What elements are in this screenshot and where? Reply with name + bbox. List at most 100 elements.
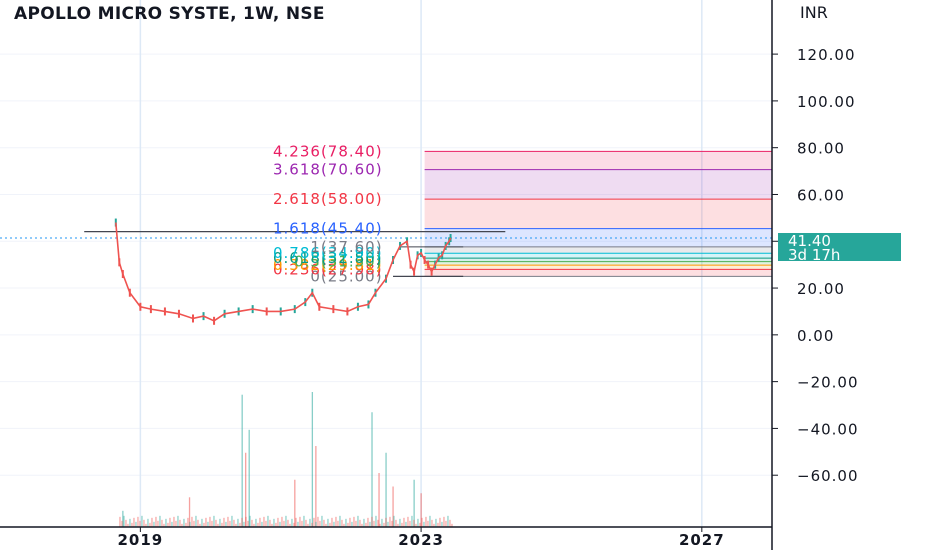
volume-bar <box>259 517 261 527</box>
volume-bar <box>369 521 371 527</box>
fib-zone <box>424 258 772 262</box>
fib-level-label: 0.382(29.81) <box>273 256 383 274</box>
fib-zone <box>424 253 772 259</box>
volume-bar <box>305 519 307 527</box>
volume-bar <box>420 493 422 527</box>
volume-bar <box>409 520 411 527</box>
symbol-title[interactable]: APOLLO MICRO SYSTE, 1W, NSE <box>14 4 325 24</box>
volume-bar <box>371 516 373 527</box>
volume-bar <box>201 518 203 527</box>
volume-bar <box>249 515 251 527</box>
volume-bar <box>429 515 431 527</box>
volume-bar <box>131 522 133 527</box>
volume-bar <box>293 522 295 527</box>
volume-bar <box>383 522 385 527</box>
volume-bar <box>309 518 311 527</box>
volume-bar <box>167 522 169 527</box>
volume-bar <box>275 522 277 527</box>
volume-bar <box>319 520 321 527</box>
volume-bar <box>183 518 185 527</box>
volume-bar <box>119 516 121 527</box>
volume-bar <box>137 516 139 527</box>
volume-bar <box>135 521 137 527</box>
volume-bar <box>315 521 317 527</box>
volume-bar <box>294 479 296 527</box>
volume-bar <box>349 517 351 527</box>
fib-level-label: 4.236(78.40) <box>273 142 383 160</box>
volume-bar <box>381 518 383 527</box>
fib-zone <box>424 261 772 266</box>
volume-bar <box>189 521 191 527</box>
volume-bar <box>215 519 217 527</box>
volume-bar <box>227 516 229 527</box>
volume-bar <box>357 515 359 527</box>
volume-bar <box>209 516 211 527</box>
volume-bar <box>337 520 339 527</box>
volume-bar <box>403 517 405 527</box>
volume-bar <box>405 521 407 527</box>
volume-bar <box>307 523 309 527</box>
volume-bar <box>267 515 269 527</box>
volume-bar <box>379 523 381 527</box>
volume-bar <box>199 523 201 527</box>
volume-bar <box>397 523 399 527</box>
volume-bar <box>213 515 215 527</box>
volume-bar <box>387 521 389 527</box>
volume-bar <box>391 520 393 527</box>
price-axis[interactable]: 120.00100.0080.0060.0040.0020.000.00−20.… <box>771 0 859 550</box>
volume-bar <box>407 516 409 527</box>
volume-bar <box>375 515 377 527</box>
time-axis[interactable]: 2019 2023 2027 <box>0 526 772 549</box>
volume-bar <box>225 521 227 527</box>
volume-bar <box>163 523 165 527</box>
fib-zone <box>424 199 772 229</box>
volume-bar <box>205 517 207 527</box>
volume-bar <box>313 517 315 527</box>
volume-bar <box>217 523 219 527</box>
volume-bar <box>331 517 333 527</box>
volume-bar <box>129 518 131 527</box>
volume-bar <box>325 523 327 527</box>
volume-bar <box>241 517 243 527</box>
volume-bar <box>389 516 391 527</box>
volume-bar <box>311 522 313 527</box>
time-tick-label: 2023 <box>398 531 444 549</box>
volume-bar <box>279 521 281 527</box>
volume-bar <box>133 517 135 527</box>
volume-bar <box>361 523 363 527</box>
volume-bar <box>355 520 357 527</box>
volume-bar <box>171 521 173 527</box>
volume-bar <box>297 521 299 527</box>
volume-bar <box>191 516 193 527</box>
volume-bar <box>153 521 155 527</box>
bar-countdown: 3d 17h <box>788 246 841 264</box>
volume-bar <box>449 519 451 527</box>
volume-bar <box>237 518 239 527</box>
volume-bar <box>197 519 199 527</box>
volume-bar <box>147 518 149 527</box>
volume-bar <box>127 523 129 527</box>
volume-bar <box>185 522 187 527</box>
fib-level-label: 0(25.00) <box>310 267 382 285</box>
volume-bar <box>283 520 285 527</box>
fib-level-label: 0.236(27.98) <box>273 260 383 278</box>
volume-bar <box>335 516 337 527</box>
fibonacci-levels[interactable] <box>0 150 772 277</box>
volume-bar <box>195 515 197 527</box>
volume-bar <box>239 522 241 527</box>
fib-level-label: 1.618(45.40) <box>273 220 383 238</box>
volume-bar <box>123 515 125 527</box>
volume-bar <box>235 523 237 527</box>
volume-bar <box>353 516 355 527</box>
volume-bar <box>159 515 161 527</box>
volume-bar <box>327 518 329 527</box>
volume-bar <box>395 519 397 527</box>
volume-bar <box>431 519 433 527</box>
volume-bar <box>365 522 367 527</box>
volume-bar <box>339 515 341 527</box>
fib-level-label: 0.618(32.80) <box>273 249 383 267</box>
volume-bar <box>299 516 301 527</box>
volume-bar <box>161 519 163 527</box>
